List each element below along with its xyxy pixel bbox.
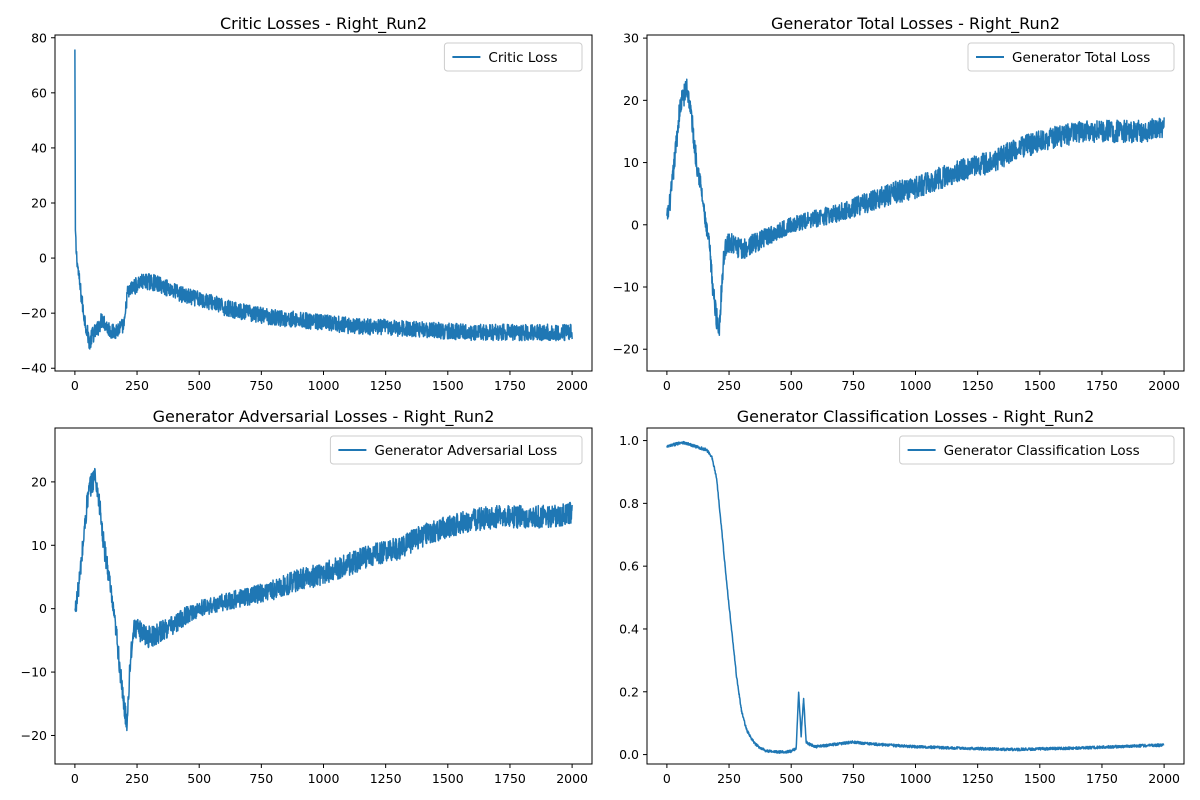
series-line-generator-total-loss — [666, 78, 1165, 337]
x-tick-label: 0 — [663, 771, 671, 786]
x-tick-label: 750 — [249, 378, 273, 393]
x-tick-label: 2000 — [1148, 771, 1180, 786]
x-tick-label: 500 — [187, 378, 211, 393]
y-tick-label: 0.2 — [619, 684, 639, 699]
x-tick-label: 750 — [841, 378, 865, 393]
x-tick-label: 250 — [717, 771, 741, 786]
y-tick-label: 20 — [31, 196, 47, 211]
x-tick-label: 250 — [125, 378, 149, 393]
x-tick-label: 1250 — [962, 378, 994, 393]
y-tick-label: 10 — [31, 538, 47, 553]
y-tick-label: 0.4 — [619, 621, 639, 636]
x-tick-label: 250 — [125, 771, 149, 786]
chart-title: Generator Total Losses - Right_Run2 — [771, 14, 1060, 34]
chart-panel-4: Generator Classification Losses - Right_… — [619, 407, 1185, 786]
legend-box — [443, 42, 583, 72]
chart-title: Generator Classification Losses - Right_… — [737, 407, 1095, 427]
chart-panel-2: Generator Total Losses - Right_Run2 0 250 5… — [613, 14, 1185, 393]
legend-box — [329, 435, 583, 465]
legend-label: Generator Adversarial Loss — [374, 443, 557, 459]
series-line-critic-loss — [74, 49, 573, 350]
x-tick-label: 1250 — [962, 771, 994, 786]
x-tick-label: 1000 — [900, 378, 932, 393]
axes-frame — [54, 427, 593, 765]
legend: Generator Total Loss — [967, 42, 1175, 72]
y-tick-label: 30 — [623, 31, 639, 46]
x-tick-label: 2000 — [556, 771, 588, 786]
x-tick-label: 0 — [71, 378, 79, 393]
y-tick-label: 20 — [623, 93, 639, 108]
y-tick-label: −40 — [21, 361, 47, 376]
legend-label: Critic Loss — [488, 50, 557, 66]
y-tick-label: −10 — [613, 280, 639, 295]
x-tick-label: 1750 — [494, 378, 526, 393]
x-tick-label: 750 — [249, 771, 273, 786]
x-tick-label: 500 — [187, 771, 211, 786]
y-tick-label: −20 — [21, 306, 47, 321]
x-tick-label: 1000 — [900, 771, 932, 786]
x-tick-label: 1000 — [308, 771, 340, 786]
x-tick-label: 1500 — [1024, 378, 1056, 393]
x-tick-label: 0 — [663, 378, 671, 393]
y-tick-label: 10 — [623, 155, 639, 170]
legend: Generator Adversarial Loss — [329, 435, 583, 465]
series-line-generator-classification-loss — [666, 440, 1165, 754]
x-tick-label: 500 — [779, 378, 803, 393]
legend-box — [899, 435, 1175, 465]
legend: Critic Loss — [443, 42, 583, 72]
x-tick-label: 2000 — [556, 378, 588, 393]
y-tick-label: 60 — [31, 85, 47, 100]
series-line-generator-adversarial-loss — [74, 467, 573, 732]
y-tick-label: 0 — [39, 251, 47, 266]
legend: Generator Classification Loss — [899, 435, 1175, 465]
y-tick-label: 0 — [39, 601, 47, 616]
x-tick-label: 1250 — [370, 378, 402, 393]
x-tick-label: 1500 — [432, 771, 464, 786]
legend-label: Generator Total Loss — [1012, 50, 1150, 66]
x-tick-label: 1750 — [494, 771, 526, 786]
chart-panel-3: Generator Adversarial Losses - Right_Run… — [21, 407, 593, 786]
y-tick-label: 0.6 — [619, 559, 639, 574]
x-tick-label: 1750 — [1086, 378, 1118, 393]
chart-title: Critic Losses - Right_Run2 — [220, 14, 427, 34]
legend-box — [967, 42, 1175, 72]
y-tick-label: −20 — [21, 728, 47, 743]
y-tick-label: 1.0 — [619, 433, 639, 448]
x-tick-label: 1500 — [432, 378, 464, 393]
x-tick-label: 250 — [717, 378, 741, 393]
x-tick-label: 750 — [841, 771, 865, 786]
y-tick-label: 0 — [631, 217, 639, 232]
axes-frame — [646, 34, 1185, 372]
y-tick-label: 0.8 — [619, 496, 639, 511]
y-tick-label: 40 — [31, 140, 47, 155]
chart-panel-1: Critic Losses - Right_Run2 0 250 500 750 1000… — [21, 14, 593, 393]
x-tick-label: 1250 — [370, 771, 402, 786]
x-tick-label: 1000 — [308, 378, 340, 393]
x-tick-label: 1750 — [1086, 771, 1118, 786]
y-tick-label: 20 — [31, 474, 47, 489]
legend-label: Generator Classification Loss — [944, 443, 1140, 459]
x-tick-label: 1500 — [1024, 771, 1056, 786]
chart-title: Generator Adversarial Losses - Right_Run… — [153, 407, 495, 427]
y-tick-label: −20 — [613, 342, 639, 357]
y-tick-label: −10 — [21, 665, 47, 680]
x-tick-label: 2000 — [1148, 378, 1180, 393]
x-tick-label: 500 — [779, 771, 803, 786]
y-tick-label: 0.0 — [619, 747, 639, 762]
x-tick-label: 0 — [71, 771, 79, 786]
y-tick-label: 80 — [31, 30, 47, 45]
